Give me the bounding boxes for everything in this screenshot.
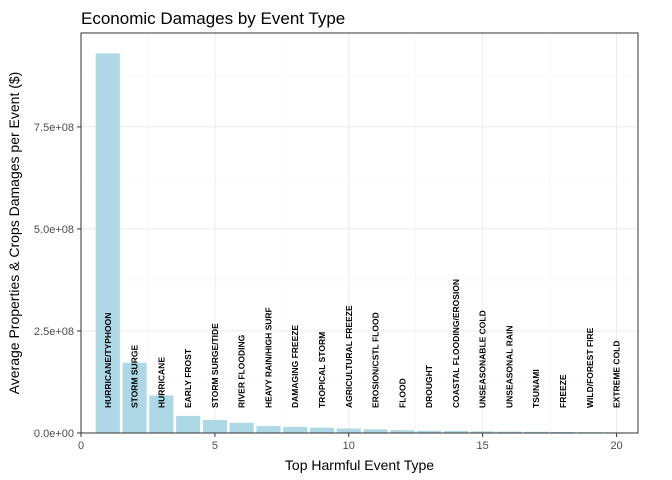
bar (149, 395, 174, 433)
bar-label: DAMAGING FREEZE (290, 325, 300, 408)
bar (256, 426, 281, 433)
bar-label: EROSION/CSTL FLOOD (371, 312, 381, 408)
bar-label: HURRICANE/TYPHOON (103, 313, 113, 408)
x-axis-title: Top Harmful Event Type (285, 457, 434, 473)
chart-title: Economic Damages by Event Type (81, 9, 345, 28)
bar (229, 422, 254, 433)
bar (417, 430, 442, 433)
x-tick-label: 0 (78, 440, 84, 452)
y-tick-label: 7.5e+08 (34, 122, 74, 134)
y-tick-label: 0.0e+00 (34, 428, 74, 440)
bar-label: STORM SURGE (130, 345, 140, 408)
bar-label: WILD/FOREST FIRE (585, 327, 595, 408)
bar (122, 362, 147, 433)
bar (390, 430, 415, 433)
x-tick-label: 15 (477, 440, 489, 452)
bar-label: DROUGHT (424, 364, 434, 408)
x-tick-label: 10 (343, 440, 355, 452)
bar-label: UNSEASONABLE COLD (478, 310, 488, 408)
bar-label: HURRICANE (156, 357, 166, 408)
bar-label: UNSEASONAL RAIN (504, 326, 514, 409)
bar (470, 431, 495, 433)
bar-labels: HURRICANE/TYPHOON STORM SURGE HURRICANE EAR… (103, 279, 622, 408)
y-axis: 0.0e+00 2.5e+08 5.0e+08 7.5e+08 (34, 122, 81, 440)
bar (550, 431, 576, 433)
bar-label: STORM SURGE/TIDE (210, 323, 220, 408)
x-tick-label: 5 (212, 440, 218, 452)
bar (176, 415, 201, 433)
panel-border (80, 32, 639, 434)
bar (443, 430, 468, 433)
y-tick-label: 2.5e+08 (34, 326, 74, 338)
bar (363, 429, 388, 433)
x-tick-label: 20 (610, 440, 622, 452)
bar (309, 427, 335, 433)
bar-label: RIVER FLOODING (237, 334, 247, 408)
bar (283, 426, 308, 433)
bar (497, 431, 522, 433)
bars (95, 53, 629, 433)
bar (95, 53, 120, 433)
y-axis-title: Average Properties & Crops Damages per E… (6, 72, 22, 395)
bar-label: EXTREME COLD (612, 340, 622, 408)
bar (524, 431, 549, 433)
bar (336, 428, 361, 433)
bar-label: AGRICULTURAL FREEZE (344, 305, 354, 408)
bar-label: TROPICAL STORM (317, 332, 327, 408)
bar-label: TSUNAMI (531, 369, 541, 408)
bar-label: FLOOD (397, 378, 407, 408)
y-tick-label: 5.0e+08 (34, 224, 74, 236)
bar-label: HEAVY RAIN/HIGH SURF (263, 307, 273, 408)
x-axis: 0 5 10 15 20 (78, 433, 623, 452)
bar-label: COASTAL FLOODING/EROSION (451, 279, 461, 408)
bar-label: EARLY FROST (183, 348, 193, 408)
bar-label: FREEZE (558, 374, 568, 408)
bar (202, 419, 227, 433)
